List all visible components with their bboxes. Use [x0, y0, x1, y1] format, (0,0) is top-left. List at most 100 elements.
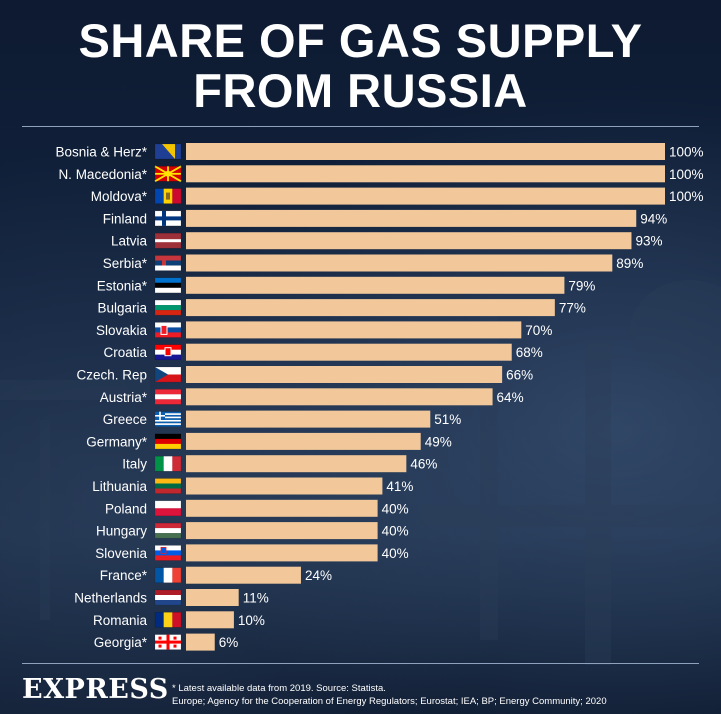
estonia-flag-icon — [154, 277, 182, 294]
bar-row: Slovenia 40% — [95, 544, 409, 562]
category-label: Hungary — [96, 524, 147, 539]
serbia-flag-icon — [154, 255, 182, 271]
value-label: 79% — [568, 278, 595, 293]
category-label: Estonia* — [97, 278, 148, 293]
bar-row: Italy 46% — [122, 455, 437, 473]
bar-row: Estonia* 79% — [97, 276, 595, 294]
value-label: 68% — [516, 345, 543, 360]
finland-flag-icon — [154, 210, 182, 227]
express-logo: EXPRESS — [22, 674, 169, 705]
france-flag-icon — [154, 567, 182, 583]
bar — [186, 254, 613, 272]
lithuania-flag-icon — [154, 478, 182, 494]
category-label: Moldova* — [91, 189, 148, 204]
value-label: 70% — [525, 323, 552, 338]
bar — [186, 366, 503, 383]
italy-flag-icon — [154, 455, 182, 472]
bar — [186, 633, 215, 651]
value-label: 93% — [635, 234, 662, 249]
bar-row: Romania 10% — [93, 611, 265, 629]
value-label: 77% — [559, 301, 586, 316]
austria-flag-icon — [154, 389, 182, 405]
hungary-flag-icon — [154, 522, 182, 539]
value-label: 40% — [382, 546, 409, 561]
bar-row: Czech. Rep 66% — [76, 366, 533, 383]
category-label: Slovenia — [95, 546, 147, 561]
bar-row: Hungary 40% — [96, 522, 409, 540]
latvia-flag-icon — [154, 232, 182, 249]
bar-row: Slovakia 70% — [96, 321, 552, 339]
value-label: 10% — [238, 613, 265, 628]
value-label: 66% — [506, 368, 533, 383]
north-macedonia-flag-icon — [154, 165, 182, 183]
bar — [186, 276, 565, 294]
footnote-text: * Latest available data from 2019. Sourc… — [172, 683, 386, 694]
category-label: Lithuania — [92, 479, 147, 494]
georgia-flag-icon — [154, 634, 182, 650]
category-label: Serbia* — [103, 256, 148, 271]
bar — [186, 544, 378, 562]
bar — [186, 522, 378, 540]
value-label: 24% — [305, 568, 332, 583]
category-label: Finland — [103, 211, 147, 226]
bar-row: Greece 51% — [103, 410, 461, 428]
bar-row: Finland 94% — [103, 209, 667, 227]
bar — [186, 499, 378, 517]
value-label: 11% — [243, 591, 269, 606]
sources-text: Europe; Agency for the Cooperation of En… — [172, 696, 607, 707]
title-line-2: FROM RUSSIA — [193, 64, 528, 117]
bar — [186, 343, 512, 361]
value-label: 41% — [386, 479, 413, 494]
chart-title: SHARE OF GAS SUPPLY FROM RUSSIA — [0, 16, 721, 116]
bar-row: Latvia 93% — [111, 232, 663, 250]
value-label: 51% — [434, 412, 461, 427]
bar-row: Moldova* 100% — [91, 187, 704, 205]
value-label: 40% — [382, 501, 409, 516]
value-label: 100% — [669, 167, 704, 182]
netherlands-flag-icon — [154, 589, 182, 606]
slovenia-flag-icon — [154, 545, 182, 561]
category-label: Netherlands — [74, 591, 147, 606]
category-label: Slovakia — [96, 323, 148, 338]
bulgaria-flag-icon — [154, 299, 182, 316]
value-label: 64% — [497, 390, 524, 405]
bar — [186, 388, 493, 406]
bar — [186, 232, 632, 250]
greece-flag-icon — [154, 411, 182, 427]
title-divider — [22, 126, 699, 127]
bar — [186, 455, 407, 473]
bar — [186, 611, 234, 629]
category-label: France* — [100, 568, 148, 583]
category-label: Greece — [103, 412, 147, 427]
bar-row: Netherlands 11% — [74, 589, 269, 606]
category-label: Latvia — [111, 234, 148, 249]
title-line-1: SHARE OF GAS SUPPLY — [78, 14, 643, 67]
bar — [186, 321, 522, 339]
category-label: Austria* — [100, 390, 148, 405]
category-label: Bulgaria — [97, 301, 147, 316]
bar-row: Croatia 68% — [103, 343, 543, 361]
value-label: 6% — [219, 635, 239, 650]
moldova-flag-icon — [154, 188, 182, 204]
bar — [186, 143, 665, 160]
value-label: 89% — [616, 256, 643, 271]
value-label: 94% — [640, 211, 667, 226]
category-label: Czech. Rep — [76, 368, 147, 383]
bar-row: Austria* 64% — [100, 388, 524, 406]
bar-row: N. Macedonia* 100% — [58, 165, 704, 183]
bar — [186, 410, 431, 428]
category-label: Croatia — [103, 345, 147, 360]
category-label: N. Macedonia* — [58, 167, 147, 182]
bar-row: Poland 40% — [105, 499, 409, 517]
bar — [186, 477, 383, 495]
category-label: Poland — [105, 501, 147, 516]
category-label: Germany* — [86, 434, 148, 449]
value-label: 46% — [410, 457, 437, 472]
bar — [186, 432, 421, 450]
czech-flag-icon — [154, 366, 182, 383]
value-label: 49% — [425, 434, 452, 449]
bar — [186, 299, 555, 317]
